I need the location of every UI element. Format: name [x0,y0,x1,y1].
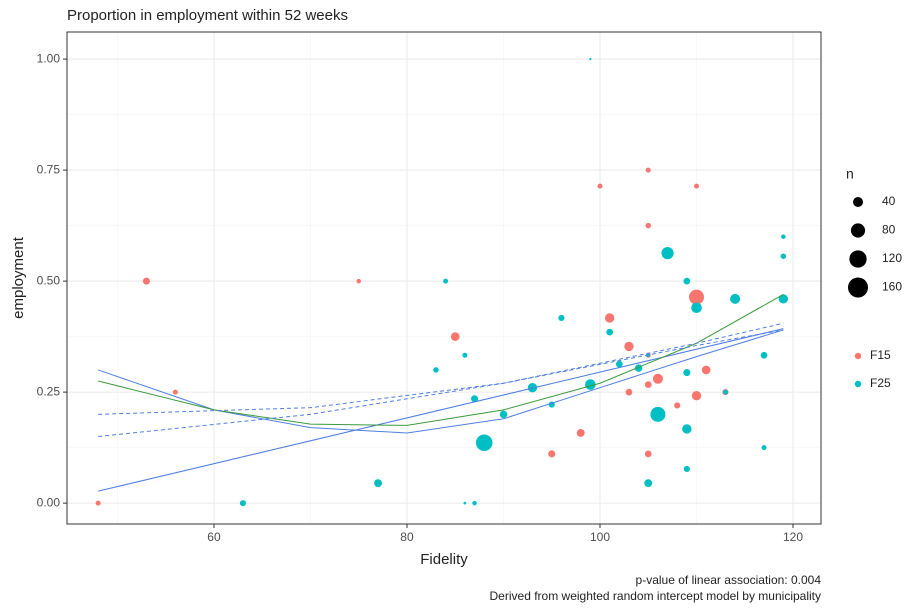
point [172,389,178,395]
point [624,341,634,352]
point [644,450,652,458]
point [694,183,700,189]
legend-label: 160 [882,280,902,294]
y-tick-label: 0.25 [37,384,61,398]
point [625,388,633,396]
legend-label: 120 [882,251,902,265]
point [683,369,691,377]
point [689,289,705,305]
legend-size-key [848,277,868,298]
point [374,479,382,488]
point [433,367,439,373]
point [548,450,556,458]
y-tick-label: 1.00 [37,51,61,65]
legend-key [854,380,862,388]
point [589,57,592,61]
point [472,500,477,506]
point [597,183,603,189]
y-tick-label: 0.00 [37,495,61,509]
point [691,390,702,401]
point [615,360,623,368]
legend-label: 80 [882,223,896,237]
point [443,278,449,284]
point [645,167,651,173]
panel-border [66,31,822,525]
legend-size-key [849,250,867,268]
point [760,351,768,359]
y-tick-label: 0.75 [37,162,61,176]
point [644,381,652,388]
chart-title: Proportion in employment within 52 weeks [67,7,348,24]
point [682,424,692,434]
point [239,500,246,507]
fit-line [98,329,784,434]
caption: Derived from weighted random intercept m… [490,589,821,603]
point [761,445,767,451]
fit-line [98,293,784,426]
point [691,302,702,314]
y-axis-title: employment [10,236,27,319]
fit-line [98,322,784,415]
point [650,406,666,422]
point [499,410,508,419]
x-tick-label: 80 [400,530,414,544]
point [471,395,479,403]
x-tick-label: 120 [783,530,803,544]
point [645,222,651,229]
legend-size-key [853,197,863,207]
legend-size-key [850,223,866,238]
x-axis-title: Fidelity [420,551,468,568]
legend-label: 40 [882,194,896,208]
point [701,365,711,375]
y-tick-label: 0.50 [37,273,61,287]
point [683,277,691,285]
point [475,434,493,452]
fit-line [98,328,784,492]
legend-key [854,352,862,360]
point [644,479,653,488]
point [356,278,361,284]
point [778,294,789,304]
point [142,277,150,285]
x-tick-label: 100 [590,530,610,544]
point [450,332,460,341]
point [652,373,663,384]
legend-label: F25 [870,376,891,390]
point [585,379,596,390]
point [780,253,787,259]
caption: p-value of linear association: 0.004 [636,573,822,587]
point [683,465,690,473]
point [558,314,565,322]
point [781,234,786,239]
point [661,247,674,260]
point [606,328,614,336]
point [576,429,585,437]
x-tick-label: 60 [207,530,221,544]
point [462,352,468,358]
point [730,293,741,304]
point [604,313,615,323]
point [95,500,101,506]
fit-line [98,329,784,438]
legend-title: n [846,166,854,182]
point [463,501,467,505]
legend-label: F15 [870,348,891,362]
point [674,402,681,409]
point [722,389,728,395]
